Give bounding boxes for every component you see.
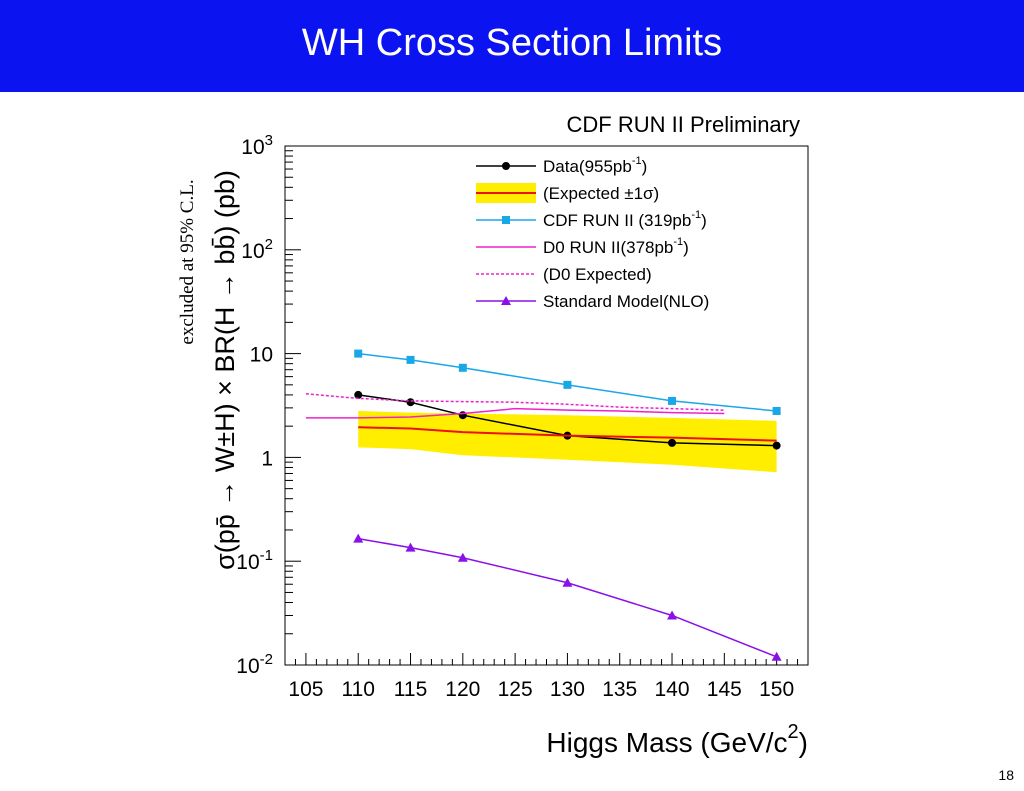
series-line-expected [358,426,777,442]
data-point-cdf [406,355,415,364]
data-point-sm [562,577,573,587]
x-tick-label: 110 [341,678,374,701]
expected-band [358,410,777,473]
legend-label-d0exp: (D0 Expected) [543,265,652,284]
data-point-cdf [563,380,572,389]
series-line-sm [358,537,777,658]
data-point-cdf [772,406,781,415]
y-tick-label: 10 [250,344,273,367]
x-tick-label: 150 [759,678,794,701]
data-point-sm [771,651,782,661]
title-bar [0,0,1024,92]
page-number: 18 [998,767,1014,783]
legend-label-d0: D0 RUN II(378pb-1) [543,236,689,257]
data-point-sm [405,542,416,552]
y-tick-label: 1 [261,447,273,470]
x-tick-label: 115 [394,678,427,701]
data-point-sm [457,552,468,562]
x-tick-label: 140 [654,678,689,701]
data-point-data [772,441,781,450]
legend-label-cdf: CDF RUN II (319pb-1) [543,209,707,230]
data-point-data [668,438,677,447]
legend-marker-data [502,162,510,170]
x-tick-label: 120 [445,678,480,701]
x-tick-label: 105 [288,678,323,701]
y-tick-label: 10-1 [236,547,273,574]
slide-title: WH Cross Section Limits [301,22,723,64]
legend-marker-cdf [502,216,510,224]
y-axis-secondary-label: excluded at 95% C.L. [177,179,198,344]
data-point-sm [353,533,364,543]
data-point-cdf [354,349,363,358]
y-tick-label: 10-2 [236,651,273,678]
data-point-cdf [668,396,677,405]
y-tick-label: 103 [241,132,273,159]
y-tick-label: 102 [241,236,273,263]
legend-label-expected: (Expected ±1σ) [543,184,659,203]
legend-marker-sm [501,296,511,305]
data-point-data [354,390,363,399]
x-tick-label: 145 [707,678,742,701]
legend-label-sm: Standard Model(NLO) [543,292,709,311]
data-point-cdf [458,363,467,372]
data-point-data [406,398,415,407]
y-axis-label: σ(pp̄ → W±H) × BR(H → bb̄) (pb) [210,170,240,570]
chart-title: CDF RUN II Preliminary [567,112,800,137]
data-point-sm [667,610,678,620]
series-line-cdf [358,352,777,412]
series-line-d0 [305,407,725,419]
x-tick-label: 130 [550,678,585,701]
x-axis-label: Higgs Mass (GeV/c2) [546,721,808,758]
x-tick-label: 125 [498,678,533,701]
legend-label-data: Data(955pb-1) [543,155,647,176]
data-point-data [458,411,467,420]
x-tick-label: 135 [602,678,637,701]
